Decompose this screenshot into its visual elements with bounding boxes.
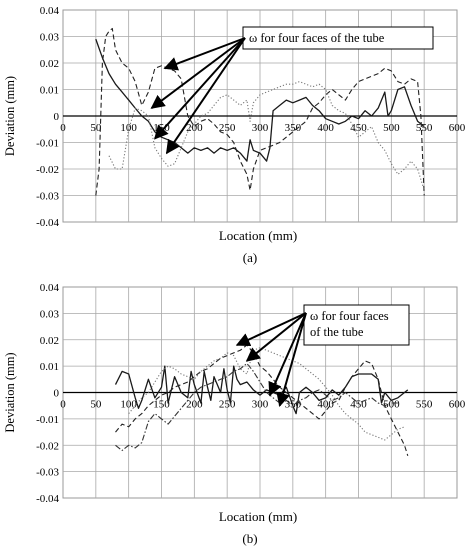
series-line-solid [114,365,409,415]
y-tick-label: -0.01 [36,138,59,150]
x-axis-label: Location (mm) [219,509,297,524]
annotation-arrow [276,312,307,408]
x-tick-label: 350 [285,122,302,134]
y-tick-label: 0.02 [40,58,59,70]
annotation-text: ω for four faces [310,309,389,323]
x-tick-label: 200 [186,122,203,134]
annotation-arrow [165,37,246,155]
y-tick-label: 0.01 [40,361,59,373]
chart-panel-2: 0.040.030.020.010-0.01-0.02-0.03-0.040 50… [3,282,465,546]
annotation-arrow [150,37,246,109]
x-tick-label: 400 [317,122,334,134]
y-tick-label: 0 [54,111,60,123]
annotation-box [303,304,410,346]
x-tick-label: 550 [416,399,433,411]
x-tick-label: 0 [60,122,66,134]
y-tick-label: -0.04 [36,493,59,505]
x-axis-label: Location (mm) [219,228,297,243]
y-tick-label: 0 [54,388,60,400]
x-tick-label: 100 [120,122,137,134]
y-tick-label: -0.03 [36,191,59,203]
y-tick-label: 0.03 [40,308,60,320]
y-tick-label: 0.04 [40,5,60,17]
annotation-arrow [235,312,307,347]
x-tick-label: 100 [120,399,137,411]
x-tick-label: 50 [90,399,102,411]
panel-label: (a) [243,250,257,265]
y-tick-label: -0.02 [36,164,59,176]
x-tick-label: 0 [60,399,66,411]
panel-label: (b) [242,531,257,546]
x-tick-label: 500 [383,399,400,411]
annotation-text: of the tube [310,325,364,339]
x-tick-label: 400 [317,399,334,411]
y-tick-label: 0.04 [40,282,60,294]
x-tick-label: 450 [350,122,367,134]
y-tick-label: 0.01 [40,85,59,97]
y-axis-label: Deviation (mm) [3,76,17,156]
y-tick-label: -0.02 [36,440,59,452]
annotation-arrow [245,312,307,362]
y-tick-label: -0.03 [36,467,59,479]
x-tick-label: 550 [416,122,433,134]
y-tick-label: -0.04 [36,217,59,229]
chart-panel-1: 0.040.030.020.010-0.01-0.02-0.03-0.040 50… [3,5,465,265]
x-tick-label: 300 [252,399,269,411]
series-line-dashed [115,344,409,456]
y-tick-label: 0.03 [40,32,60,44]
annotation-arrow [268,312,307,397]
x-tick-label: 300 [252,122,269,134]
annotation-arrow [163,37,246,71]
series-line-dotted [108,81,425,191]
series-line-dotted [128,347,405,441]
annotation-arrow [153,37,246,140]
series-line-dash-dot [115,362,398,452]
x-tick-label: 250 [219,122,236,134]
x-tick-label: 50 [90,122,102,134]
x-tick-label: 150 [153,399,170,411]
x-tick-label: 500 [383,122,400,134]
x-tick-label: 200 [186,399,203,411]
x-tick-label: 600 [449,122,465,134]
series-line-solid [95,38,425,162]
series-line-dashed [95,27,425,196]
y-tick-label: 0.02 [40,335,59,347]
x-tick-label: 600 [449,399,465,411]
y-axis-label: Deviation (mm) [3,352,17,432]
annotation-text: ω for four faces of the tube [249,31,385,45]
y-tick-label: -0.01 [36,414,59,426]
x-tick-label: 250 [219,399,236,411]
